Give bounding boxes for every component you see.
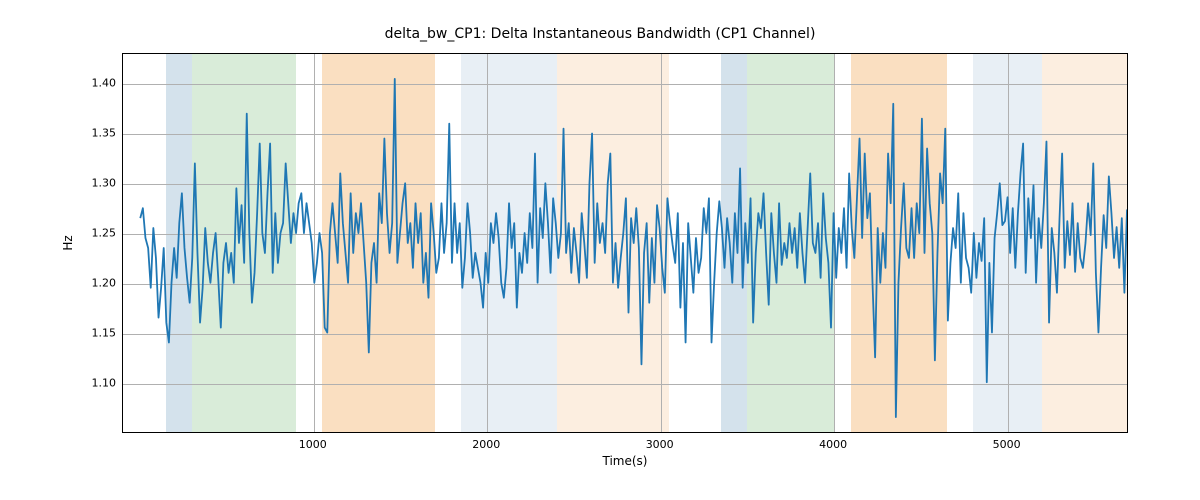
ytick-label: 1.40 — [92, 77, 117, 90]
ytick-label: 1.30 — [92, 177, 117, 190]
figure: delta_bw_CP1: Delta Instantaneous Bandwi… — [0, 0, 1200, 500]
y-axis-label: Hz — [61, 235, 75, 250]
x-axis-label: Time(s) — [603, 454, 648, 468]
xtick-label: 3000 — [646, 438, 674, 451]
series-path — [140, 79, 1128, 417]
plot-area — [122, 53, 1128, 433]
ytick-label: 1.25 — [92, 227, 117, 240]
ytick-label: 1.20 — [92, 277, 117, 290]
xtick-label: 1000 — [299, 438, 327, 451]
ytick-label: 1.35 — [92, 127, 117, 140]
line-series — [123, 54, 1127, 432]
xtick-label: 2000 — [472, 438, 500, 451]
ytick-label: 1.15 — [92, 327, 117, 340]
xtick-label: 4000 — [819, 438, 847, 451]
ytick-label: 1.10 — [92, 377, 117, 390]
chart-title: delta_bw_CP1: Delta Instantaneous Bandwi… — [0, 26, 1200, 42]
xtick-label: 5000 — [993, 438, 1021, 451]
